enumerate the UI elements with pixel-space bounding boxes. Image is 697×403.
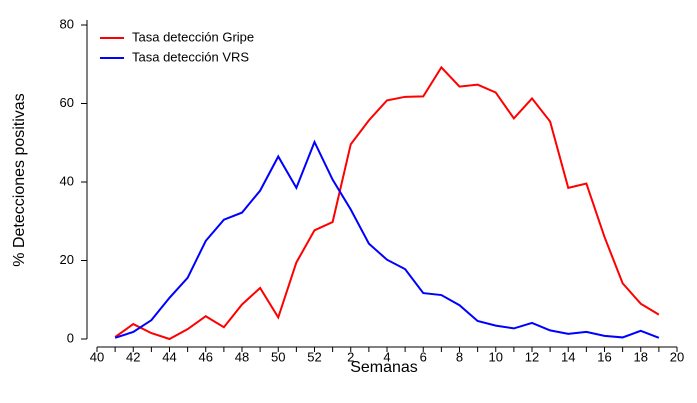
- x-tick-label: 52: [307, 349, 321, 364]
- x-tick-label: 48: [235, 349, 249, 364]
- x-tick-label: 2: [347, 349, 354, 364]
- x-tick-label: 50: [271, 349, 285, 364]
- x-tick-label: 20: [670, 349, 684, 364]
- x-tick-label: 16: [597, 349, 611, 364]
- x-tick-label: 8: [456, 349, 463, 364]
- x-tick-label: 6: [420, 349, 427, 364]
- series-line: [114, 65, 660, 341]
- x-tick-label: 42: [126, 349, 140, 364]
- legend-label: Tasa detección VRS: [132, 49, 249, 64]
- x-tick-label: 40: [90, 349, 104, 364]
- x-tick-label: 46: [199, 349, 213, 364]
- x-axis-label: Semanas: [350, 359, 418, 376]
- x-tick-label: 44: [162, 349, 176, 364]
- y-tick-label: 60: [60, 95, 74, 110]
- x-tick-label: 14: [561, 349, 575, 364]
- y-tick-label: 0: [67, 330, 74, 345]
- y-axis-label: % Detecciones positivas: [11, 93, 28, 266]
- y-tick-label: 80: [60, 16, 74, 31]
- series-line: [114, 139, 660, 339]
- legend-label: Tasa detección Gripe: [132, 29, 254, 44]
- x-tick-label: 4: [383, 349, 390, 364]
- x-tick-label: 10: [489, 349, 503, 364]
- y-tick-label: 20: [60, 252, 74, 267]
- y-tick-label: 40: [60, 173, 74, 188]
- x-tick-label: 12: [525, 349, 539, 364]
- x-tick-label: 18: [634, 349, 648, 364]
